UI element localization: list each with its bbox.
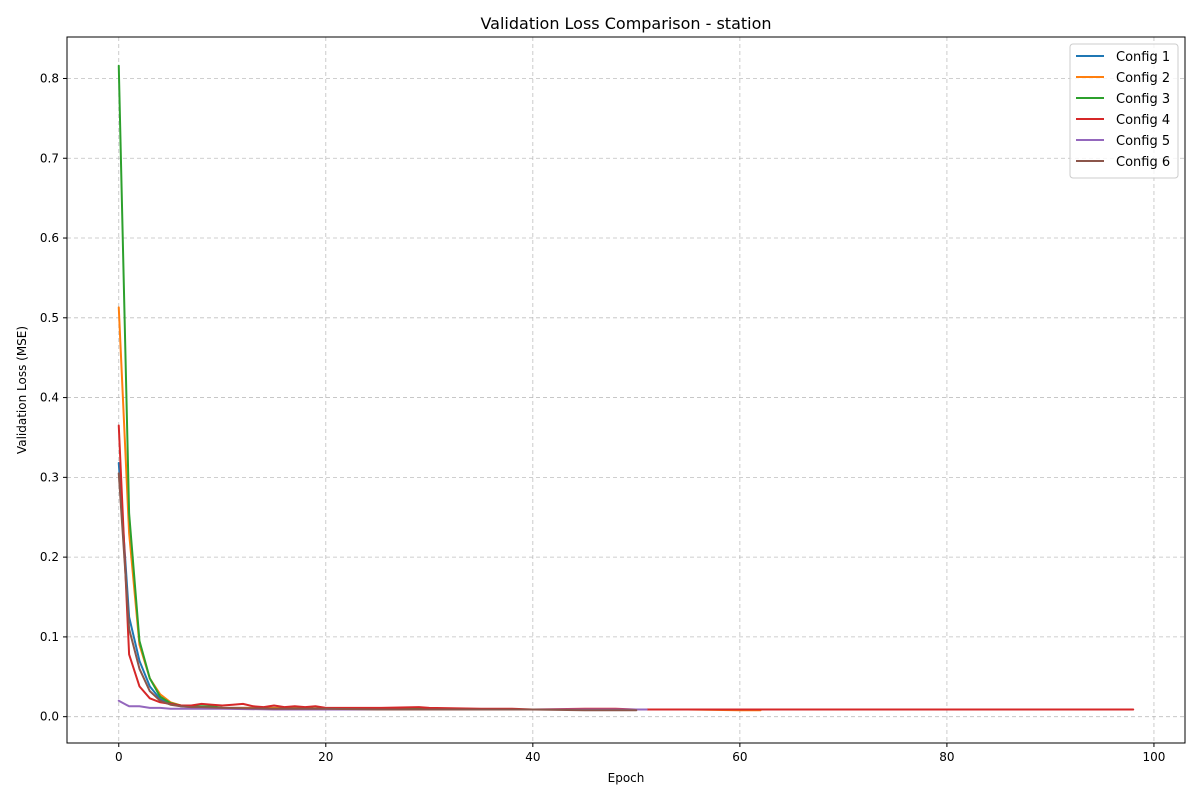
legend-label: Config 6 [1116, 155, 1170, 170]
legend: Config 1 Config 2 Config 3 Config 4 Config 5… [1069, 43, 1179, 179]
y-tick-label: 0.3 [40, 470, 59, 484]
chart-title: Validation Loss Comparison - station [480, 14, 771, 33]
legend-label: Config 4 [1116, 113, 1170, 128]
x-axis-label: Epoch [608, 771, 645, 785]
y-tick-label: 0.5 [40, 311, 59, 325]
legend-label: Config 2 [1116, 71, 1170, 86]
y-tick-label: 0.8 [40, 71, 59, 85]
y-tick-label: 0.2 [40, 550, 59, 564]
x-tick-label: 80 [939, 750, 954, 764]
y-tick-label: 0.6 [40, 231, 59, 245]
x-tick-label: 20 [318, 750, 333, 764]
x-tick-label: 60 [732, 750, 747, 764]
legend-label: Config 1 [1116, 50, 1170, 65]
series-line-config-6 [117, 472, 638, 712]
x-tick-label: 40 [525, 750, 540, 764]
x-tick-label: 100 [1142, 750, 1165, 764]
y-axis-label: Validation Loss (MSE) [15, 326, 29, 454]
plot-frame [66, 36, 1186, 744]
y-tick-label: 0.0 [40, 710, 59, 724]
series-lines [117, 64, 1135, 712]
x-tick-label: 0 [115, 750, 123, 764]
grid [67, 37, 1185, 743]
y-axis-ticks: 0.0 0.1 0.2 0.3 0.4 0.5 0.6 0.7 0.8 [40, 71, 67, 724]
x-axis-ticks: 0 20 40 60 80 100 [115, 743, 1165, 764]
legend-label: Config 3 [1116, 92, 1170, 107]
y-tick-label: 0.1 [40, 630, 59, 644]
y-tick-label: 0.4 [40, 391, 59, 405]
series-line-config-4 [117, 424, 1135, 711]
legend-label: Config 5 [1116, 134, 1170, 149]
y-tick-label: 0.7 [40, 151, 59, 165]
